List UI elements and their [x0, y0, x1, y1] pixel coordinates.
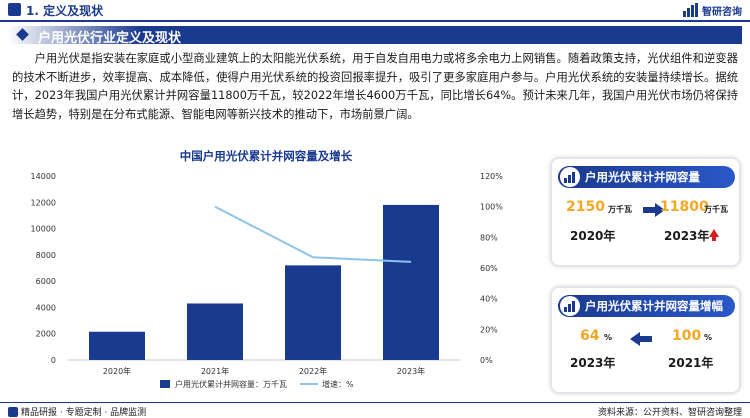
bar-chart-icon [560, 167, 580, 187]
right-tick-label: 80% [480, 233, 498, 242]
up-arrow-icon [709, 229, 719, 237]
right-tick-label: 20% [480, 325, 498, 334]
legend-line-label: 增速：% [322, 379, 354, 389]
diamond-icon [16, 28, 29, 41]
description-paragraph: 户用光伏是指安装在家庭或小型商业建筑上的太阳能光伏系统，用于自发自用电力或将多余… [12, 52, 738, 121]
capacity-card: 户用光伏累计并网容量 2150 万千瓦 2020年 11800 万千瓦 2023… [551, 158, 740, 266]
right-tick-label: 120% [480, 172, 503, 181]
left-tick-label: 4000 [36, 303, 56, 312]
left-tick-label: 8000 [36, 251, 56, 260]
section-title: 户用光伏行业定义及现状 [38, 31, 182, 46]
right-tick-label: 60% [480, 264, 498, 273]
bar-logo-icon [683, 3, 699, 17]
bar-chart-icon [560, 296, 580, 316]
bar-2020年 [89, 331, 145, 360]
footer-mark-icon [8, 406, 18, 417]
capacity-2020-year: 2020年 [570, 229, 616, 243]
bar-2021年 [187, 303, 243, 360]
source-note: 资料来源：公开资料、智研咨询整理 [597, 408, 742, 418]
footer-tagline: 精品研报 · 专题定制 · 品牌监测 [8, 405, 146, 418]
left-tick-label: 6000 [36, 277, 56, 286]
top-bar: 1. 定义及现状 智研咨询 [0, 0, 750, 20]
right-tick-label: 40% [480, 295, 498, 304]
legend-bar-swatch [160, 380, 170, 388]
left-tick-label: 0 [51, 356, 56, 365]
right-tick-label: 100% [480, 203, 503, 212]
chart-canvas: 0 2000 4000 6000 8000 10000 12000 14000 0% 20% 40%… [31, 172, 504, 389]
growth-card-header: 户用光伏累计并网容量增幅 [558, 295, 735, 317]
left-tick-label: 12000 [31, 198, 56, 207]
top-divider [0, 20, 750, 22]
arrow-right-icon [643, 203, 665, 217]
left-tick-label: 2000 [36, 330, 56, 339]
capacity-card-title: 户用光伏累计并网容量 [585, 170, 700, 184]
growth-2023-year: 2023年 [570, 356, 616, 370]
footer-tagline-text: 精品研报 · 专题定制 · 品牌监测 [21, 408, 147, 418]
section-marker-icon [8, 3, 21, 16]
section-number-title: 1. 定义及现状 [26, 4, 104, 18]
chart-title: 中国户用光伏累计并网容量及增长 [179, 149, 353, 163]
capacity-2023-value: 11800 [660, 199, 709, 215]
growth-2021-value: 100 [672, 328, 702, 344]
bar-2023年 [383, 204, 439, 360]
growth-2023-value: 64 [580, 328, 600, 344]
footer-divider [0, 402, 750, 403]
bar-2022年 [285, 265, 341, 360]
arrow-left-icon [630, 332, 652, 346]
growth-2021-unit: % [704, 333, 713, 342]
capacity-chart: 中国户用光伏累计并网容量及增长 0 2000 4000 6000 8000 10000 12… [0, 146, 532, 402]
capacity-2023-year: 2023年 [664, 229, 710, 243]
legend-bar-label: 户用光伏累计并网容量：万千瓦 [175, 379, 287, 389]
growth-line [214, 205, 412, 263]
right-tick-label: 0% [480, 356, 493, 365]
left-tick-label: 14000 [31, 172, 56, 181]
section-header: 户用光伏行业定义及现状 [8, 26, 742, 46]
capacity-2023-unit: 万千瓦 [704, 205, 728, 214]
category-label: 2021年 [201, 366, 229, 376]
capacity-2020-value: 2150 [566, 199, 605, 215]
growth-2023-unit: % [604, 333, 613, 342]
growth-card: 户用光伏累计并网容量增幅 64 % 2023年 100 % 2021年 [551, 287, 740, 393]
category-label: 2022年 [299, 366, 327, 376]
capacity-2020-unit: 万千瓦 [608, 205, 632, 214]
left-tick-label: 10000 [31, 225, 56, 234]
brand-name: 智研咨询 [702, 6, 742, 18]
growth-2021-year: 2021年 [668, 356, 714, 370]
category-label: 2020年 [103, 366, 131, 376]
brand-logo: 智研咨询 [683, 2, 742, 18]
growth-card-title: 户用光伏累计并网容量增幅 [585, 299, 723, 313]
category-label: 2023年 [397, 366, 425, 376]
capacity-card-header: 户用光伏累计并网容量 [558, 166, 735, 188]
